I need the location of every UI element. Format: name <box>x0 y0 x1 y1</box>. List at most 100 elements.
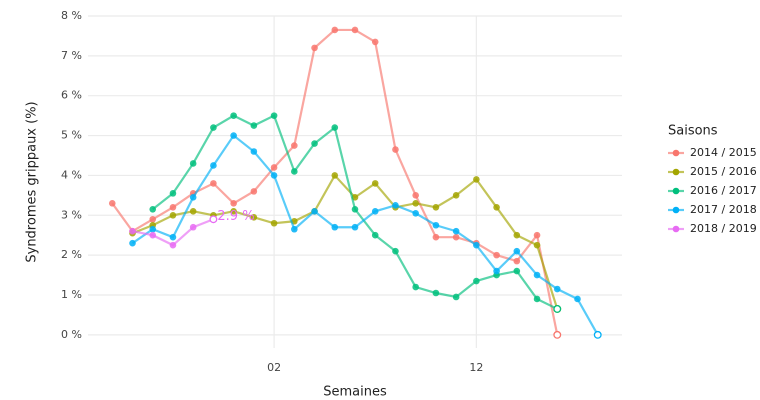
data-point <box>533 295 541 303</box>
data-point <box>412 200 419 207</box>
y-tick-label: 5 % <box>61 129 82 142</box>
data-point <box>210 124 217 131</box>
data-point <box>270 172 278 179</box>
y-tick-label: 7 % <box>61 49 82 62</box>
legend-title: Saisons <box>668 124 718 139</box>
data-point <box>189 194 197 201</box>
data-point <box>412 283 419 291</box>
data-point <box>250 213 258 221</box>
data-point <box>209 215 218 224</box>
data-point <box>533 241 541 249</box>
data-point <box>189 207 197 215</box>
series-line <box>131 133 599 336</box>
legend-marker <box>672 206 680 214</box>
data-point <box>230 207 237 215</box>
data-point <box>452 192 460 199</box>
legend-label: 2016 / 2017 <box>690 184 757 197</box>
data-point <box>210 180 217 187</box>
data-point <box>493 267 500 275</box>
data-point <box>169 211 177 219</box>
data-point <box>371 207 379 215</box>
data-point <box>230 200 237 207</box>
y-axis-title: Syndromes grippaux (%) <box>25 101 40 262</box>
data-point <box>351 223 359 231</box>
data-point <box>533 271 541 279</box>
data-point <box>149 206 157 213</box>
data-point <box>432 289 440 297</box>
legend-marker <box>672 168 680 176</box>
series-line <box>111 28 559 336</box>
data-point <box>149 215 157 223</box>
data-point <box>169 241 177 249</box>
x-axis-title: Semaines <box>323 385 387 400</box>
legend-marker <box>672 149 680 157</box>
data-point <box>230 112 237 119</box>
legend-marker <box>672 187 680 195</box>
y-tick-label: 6 % <box>61 89 82 102</box>
y-tick-label: 2 % <box>61 248 82 261</box>
data-point <box>392 146 399 153</box>
data-point <box>553 285 561 293</box>
data-point <box>473 241 480 249</box>
data-point <box>311 140 318 147</box>
data-point <box>291 142 298 149</box>
grid <box>88 15 622 348</box>
y-tick-label: 8 % <box>61 9 82 22</box>
data-point <box>189 160 197 167</box>
y-tick-label: 0 % <box>61 328 82 341</box>
legend-label: 2014 / 2015 <box>690 146 757 159</box>
data-point <box>108 200 116 207</box>
data-point <box>593 330 602 339</box>
data-point <box>210 162 217 169</box>
data-point <box>412 192 419 199</box>
data-point <box>452 293 460 301</box>
data-point <box>250 122 258 129</box>
data-point <box>351 206 359 213</box>
data-point <box>473 176 480 183</box>
data-point <box>493 251 500 259</box>
data-point <box>331 223 339 231</box>
y-tick-label: 4 % <box>61 168 82 181</box>
data-point <box>513 267 521 275</box>
data-point <box>513 247 521 255</box>
legend-marker <box>672 225 680 233</box>
data-point <box>291 168 298 175</box>
data-point <box>452 233 460 241</box>
data-point <box>149 231 157 239</box>
data-point <box>331 124 339 131</box>
data-point <box>533 231 541 239</box>
data-point <box>331 26 339 34</box>
data-point <box>169 233 177 241</box>
data-point <box>432 221 440 229</box>
data-point <box>129 227 136 235</box>
data-point <box>452 227 460 235</box>
legend-label: 2017 / 2018 <box>690 203 757 216</box>
data-point <box>371 231 379 239</box>
data-point <box>169 204 177 211</box>
data-point <box>392 202 399 209</box>
data-point <box>129 239 136 247</box>
data-point <box>432 233 440 241</box>
data-point <box>574 295 581 303</box>
data-point <box>270 112 278 119</box>
legend-label: 2015 / 2016 <box>690 165 757 178</box>
data-point <box>230 132 237 139</box>
data-point <box>412 209 419 217</box>
data-point <box>513 257 521 265</box>
data-point <box>432 204 440 211</box>
data-point <box>189 223 197 231</box>
data-point <box>311 207 318 215</box>
data-point <box>270 164 278 171</box>
data-point <box>149 225 157 233</box>
data-point <box>250 188 258 195</box>
data-point <box>270 219 278 227</box>
data-point <box>473 277 480 285</box>
series-line <box>132 173 559 310</box>
data-point <box>291 225 298 233</box>
x-tick-label: 12 <box>469 361 483 374</box>
data-point <box>250 148 258 155</box>
legend-label: 2018 / 2019 <box>690 222 757 235</box>
x-tick-label: 02 <box>267 361 281 374</box>
data-point <box>371 180 379 187</box>
